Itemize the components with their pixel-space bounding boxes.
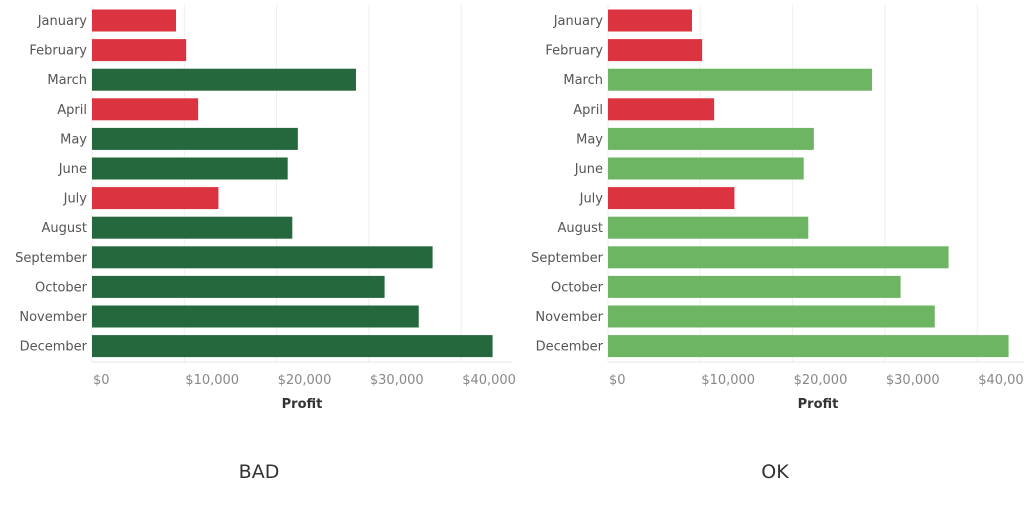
bar-april	[608, 98, 715, 121]
x-tick-label: $0	[609, 373, 626, 388]
y-category-label: July	[579, 192, 604, 207]
x-axis-title: Profit	[282, 397, 323, 412]
y-category-label: July	[63, 192, 88, 207]
chart-bad: $0 $10,000 $20,000 $30,000 $40,000 January Feb…	[15, 5, 516, 483]
chart-caption: OK	[761, 461, 789, 483]
y-category-label: November	[19, 310, 87, 325]
bar-january	[92, 9, 176, 32]
bar-june	[92, 157, 288, 180]
chart-caption: BAD	[239, 461, 280, 483]
bar-november	[608, 305, 935, 328]
bar-december	[608, 335, 1009, 358]
bar-february	[608, 39, 703, 62]
y-category-label: May	[60, 132, 87, 147]
bar-may	[92, 127, 298, 150]
x-tick-label: $30,000	[886, 373, 940, 388]
y-category-label: August	[42, 221, 88, 236]
y-category-label: October	[551, 280, 604, 295]
y-category-label: December	[536, 340, 604, 355]
x-tick-label: $0	[93, 373, 110, 388]
y-category-label: April	[573, 103, 603, 118]
bar-july	[608, 187, 735, 210]
x-tick-label: $40,000	[462, 373, 516, 388]
bar-june	[608, 157, 804, 180]
bar-february	[92, 39, 187, 62]
y-category-label: August	[558, 221, 604, 236]
y-category-label: November	[535, 310, 603, 325]
bar-january	[608, 9, 692, 32]
y-category-label: May	[576, 132, 603, 147]
y-category-label: September	[531, 251, 604, 266]
bar-september	[608, 246, 949, 269]
x-tick-label: $10,000	[185, 373, 239, 388]
y-category-label: December	[20, 340, 88, 355]
bar-october	[608, 275, 901, 298]
bar-july	[92, 187, 219, 210]
bar-august	[608, 216, 809, 239]
bar-march	[608, 68, 872, 91]
y-category-label: February	[29, 44, 87, 59]
chart-ok: $0 $10,000 $20,000 $30,000 $40,000 January Feb…	[531, 5, 1024, 483]
y-category-label: September	[15, 251, 88, 266]
bar-november	[92, 305, 419, 328]
bar-december	[92, 335, 493, 358]
bar-march	[92, 68, 356, 91]
y-category-label: February	[545, 44, 603, 59]
x-tick-label: $10,000	[701, 373, 755, 388]
bar-april	[92, 98, 199, 121]
y-category-label: October	[35, 280, 88, 295]
y-category-label: January	[37, 14, 88, 29]
x-tick-label: $20,000	[278, 373, 332, 388]
x-axis-title: Profit	[798, 397, 839, 412]
bar-may	[608, 127, 814, 150]
y-category-label: April	[57, 103, 87, 118]
y-category-label: January	[553, 14, 604, 29]
y-category-label: June	[58, 162, 87, 177]
bar-october	[92, 275, 385, 298]
y-category-label: June	[574, 162, 603, 177]
x-tick-label: $20,000	[794, 373, 848, 388]
bar-august	[92, 216, 293, 239]
bar-september	[92, 246, 433, 269]
y-category-label: March	[47, 73, 87, 88]
x-tick-label: $30,000	[370, 373, 424, 388]
y-category-label: March	[563, 73, 603, 88]
x-tick-label: $40,000	[978, 373, 1024, 388]
